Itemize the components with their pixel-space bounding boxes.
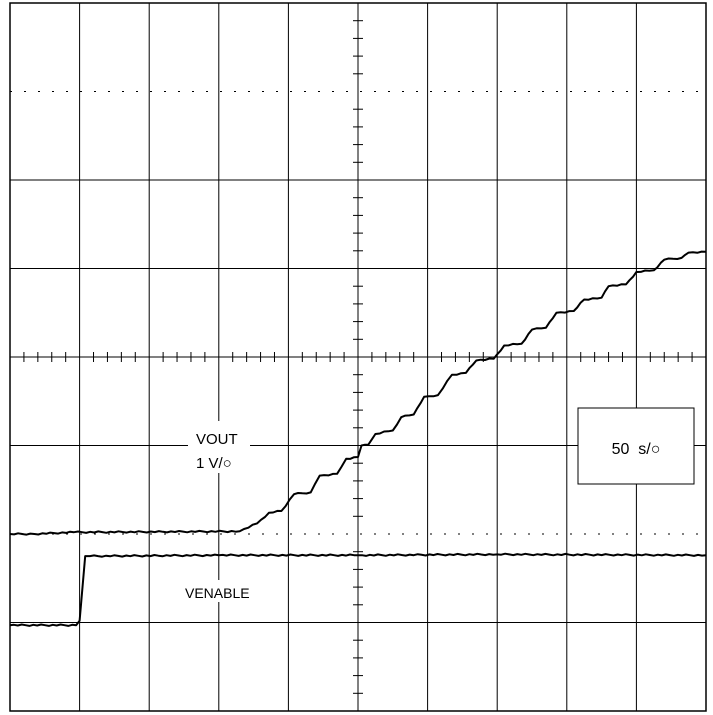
grid: [10, 3, 706, 711]
venable-label-bg: [180, 580, 256, 602]
vout-label-bg: [188, 421, 250, 473]
venable-label: VENABLE: [185, 585, 250, 601]
series-vout: [9, 250, 707, 536]
vout-label: VOUT: [196, 431, 238, 448]
timebase-label: 50 s/○: [612, 441, 661, 458]
trace-vout: [9, 250, 707, 536]
traces: [9, 250, 707, 627]
plot-frame: [9, 2, 707, 712]
series-venable: [9, 552, 707, 627]
vout-label-text: VOUT: [196, 431, 238, 448]
timebase-box: [577, 407, 695, 485]
trace-venable: [9, 552, 707, 627]
vout-scale-label: 1 V/○: [196, 455, 232, 472]
center-axis-ticks: [23, 20, 693, 694]
